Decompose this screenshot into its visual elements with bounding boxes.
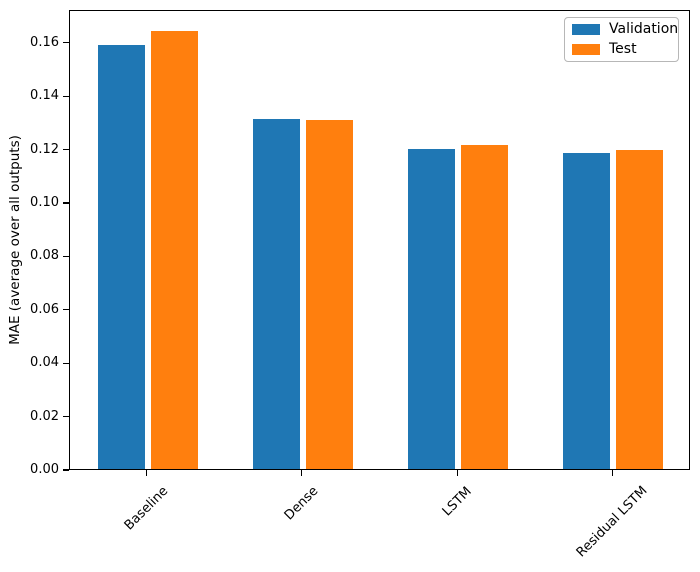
y-tick-label: 0.00 (30, 462, 59, 477)
y-tick-label: 0.14 (30, 88, 59, 104)
y-tick-label: 0.04 (30, 355, 59, 371)
y-tick-mark (63, 309, 69, 311)
y-tick-label: 0.10 (30, 195, 59, 211)
bar-test-residual-lstm (616, 149, 664, 469)
y-tick-mark (63, 416, 69, 418)
legend: Validation Test (564, 17, 679, 62)
bar-test-dense (305, 119, 353, 469)
x-tick-mark (611, 470, 613, 476)
test-color-swatch (572, 44, 600, 55)
y-tick-mark (63, 362, 69, 364)
bar-validation-lstm (408, 148, 456, 469)
legend-label-test: Test (609, 41, 637, 57)
y-tick-mark (63, 95, 69, 97)
x-tick-mark (301, 470, 303, 476)
legend-label-validation: Validation (609, 21, 679, 37)
x-tick-label-lstm: LSTM (439, 483, 475, 520)
bar-test-baseline (150, 31, 198, 469)
bar-test-lstm (461, 144, 509, 469)
y-tick-mark (63, 202, 69, 204)
x-tick-mark (456, 470, 458, 476)
y-tick-label: 0.16 (30, 34, 59, 50)
x-tick-label-residual-lstm: Residual LSTM (573, 483, 651, 561)
legend-item-test: Test (572, 42, 671, 57)
x-tick-label-dense: Dense (282, 483, 322, 524)
bar-validation-residual-lstm (563, 152, 611, 469)
plot-area (69, 10, 690, 470)
x-tick-mark (146, 470, 148, 476)
x-tick-label-baseline: Baseline (121, 483, 172, 534)
bar-validation-baseline (97, 44, 145, 469)
y-tick-mark (63, 469, 69, 471)
validation-color-swatch (572, 24, 600, 35)
y-tick-mark (63, 149, 69, 151)
legend-item-validation: Validation (572, 22, 678, 37)
y-tick-label: 0.12 (30, 141, 59, 157)
y-tick-mark (63, 255, 69, 257)
y-tick-mark (63, 42, 69, 44)
y-tick-label: 0.08 (30, 248, 59, 264)
y-tick-label: 0.06 (30, 301, 59, 317)
y-tick-label: 0.02 (30, 408, 59, 424)
bar-validation-dense (252, 119, 300, 469)
